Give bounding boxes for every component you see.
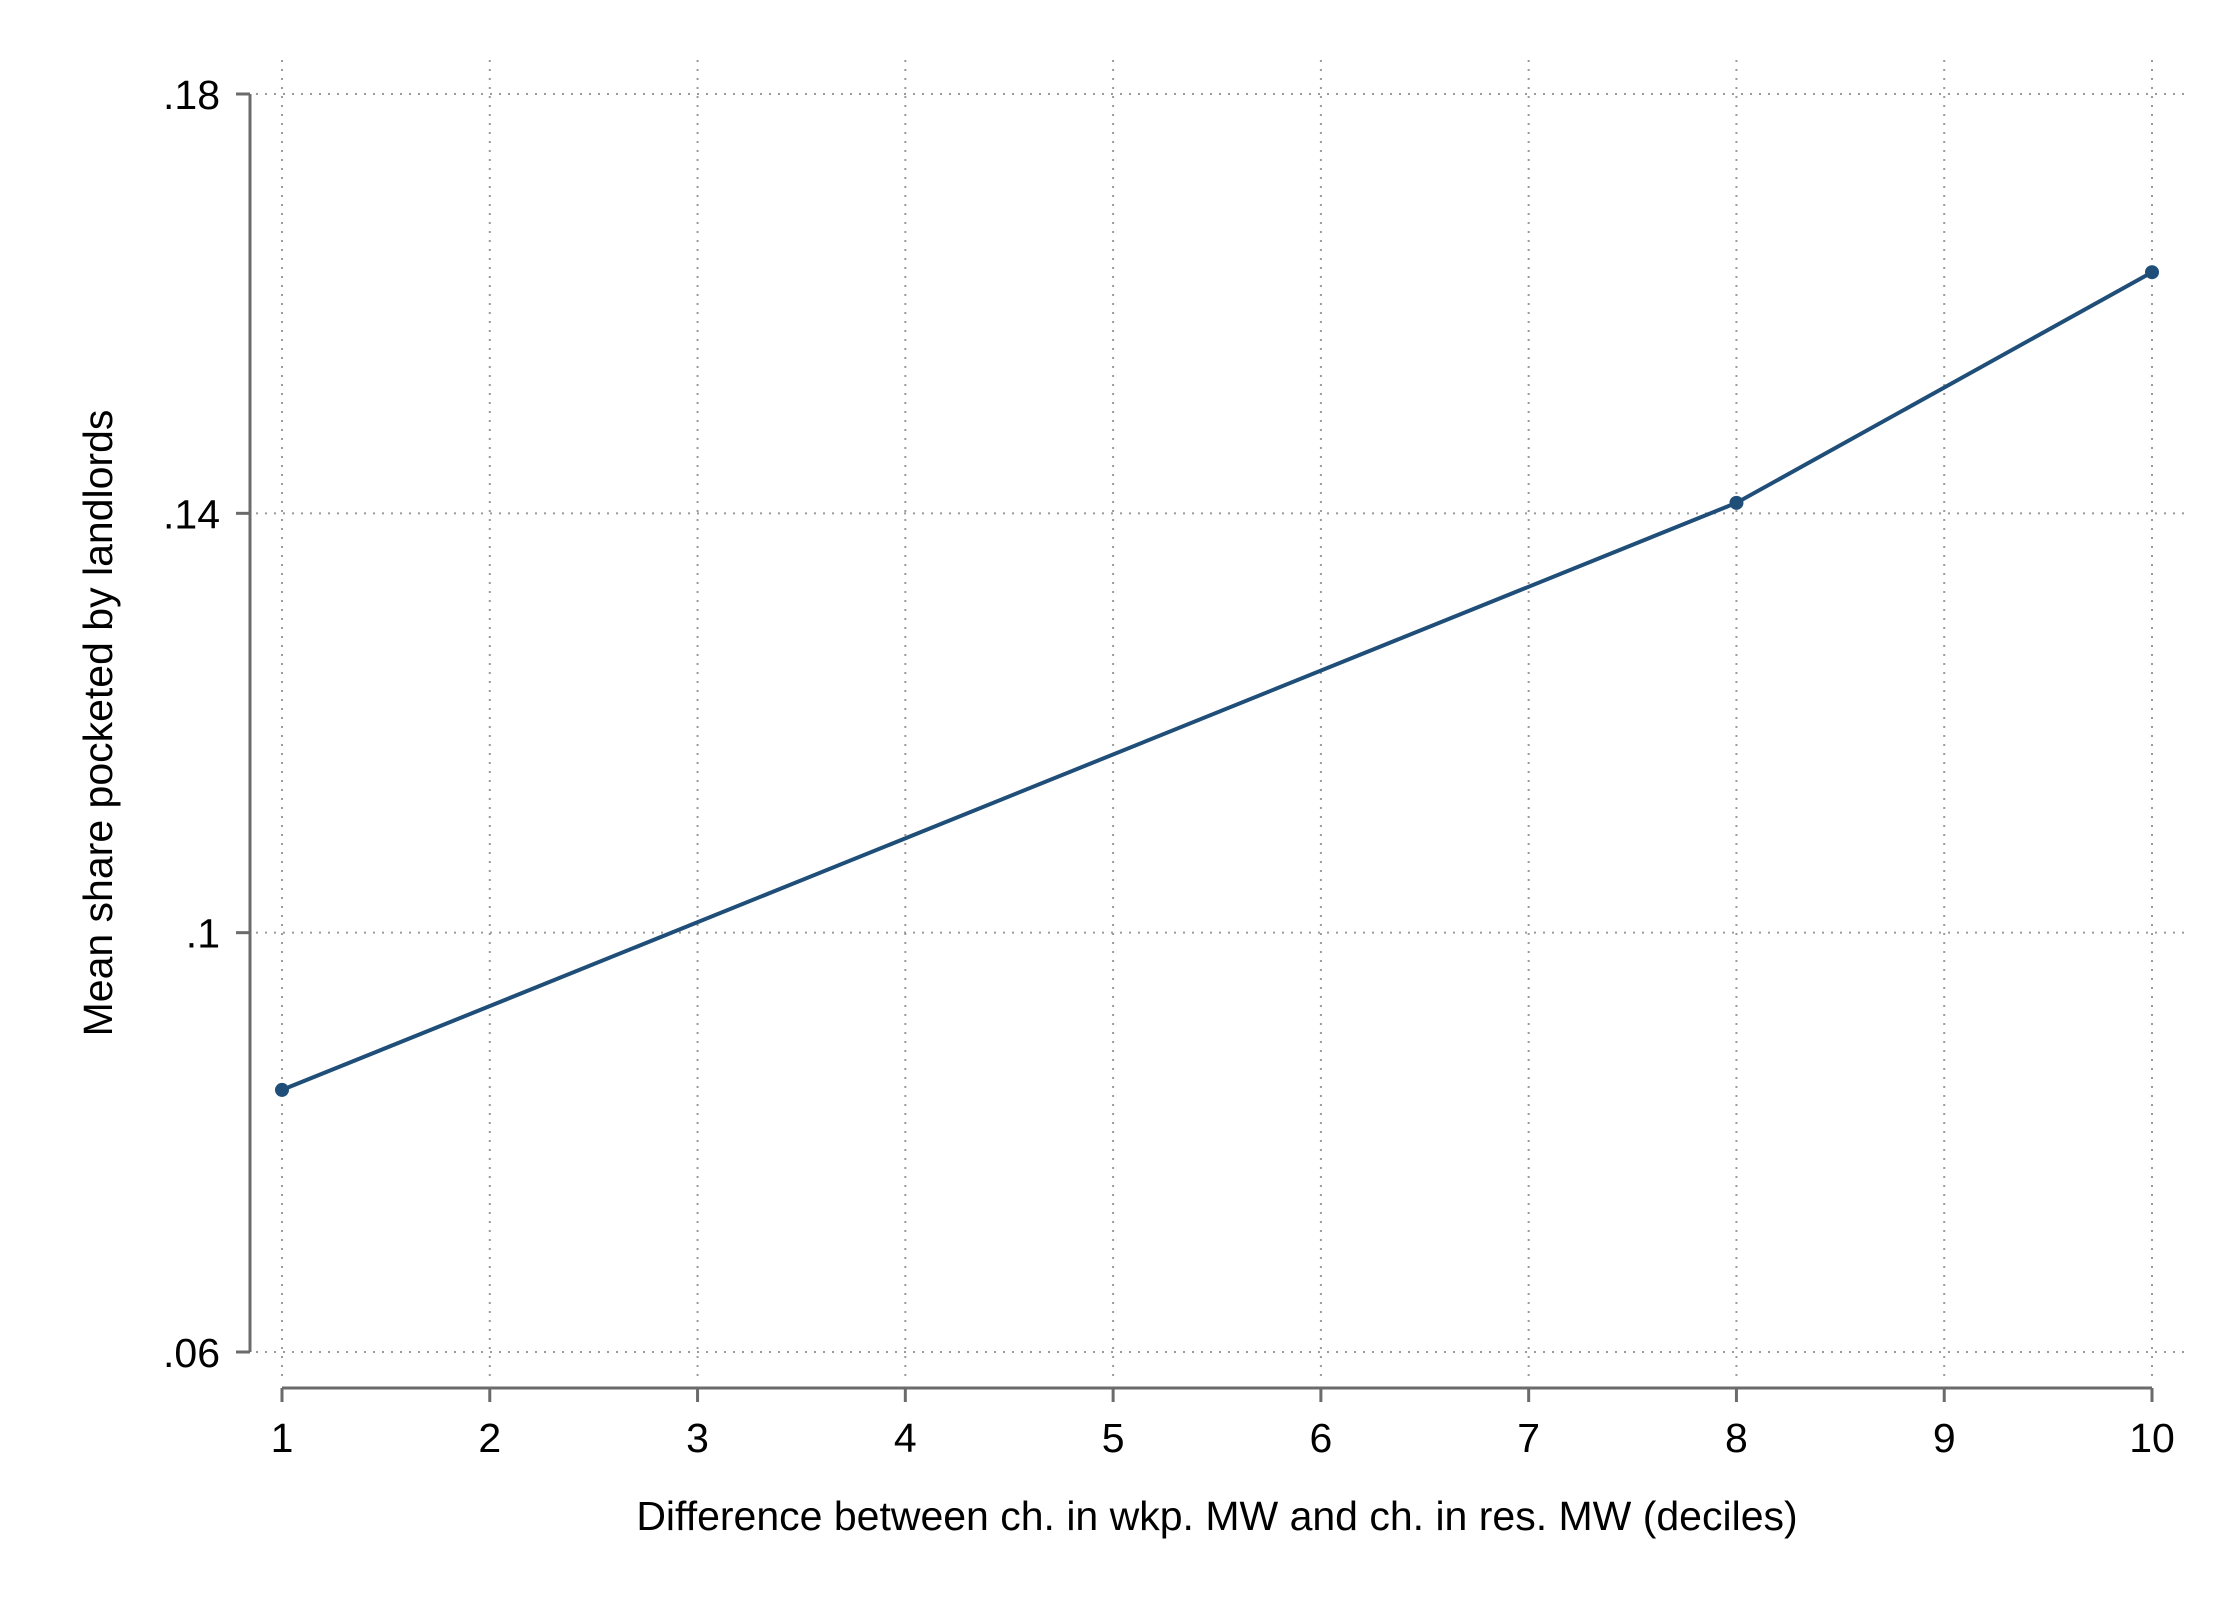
x-tick-label: 4 [894,1415,917,1461]
y-tick-label: .1 [186,911,220,957]
y-tick-label: .14 [163,491,220,537]
x-tick-label: 3 [686,1415,709,1461]
y-tick-label: .18 [163,72,220,118]
x-tick-label: 6 [1309,1415,1332,1461]
y-tick-label: .06 [163,1330,220,1376]
axes [248,94,2152,1390]
data-point [275,1082,289,1097]
x-tick-label: 5 [1102,1415,1125,1461]
x-tick-label: 9 [1933,1415,1956,1461]
y-axis-ticks: .06 .1 .14 .18 [163,72,250,1376]
y-axis-title: Mean share pocketed by landlords [75,410,121,1037]
x-tick-label: 10 [2129,1415,2175,1461]
x-tick-label: 8 [1725,1415,1748,1461]
gridlines [256,60,2190,1382]
x-axis-ticks: 1 2 3 4 5 6 7 8 9 10 [271,1388,2175,1461]
data-point [2145,265,2159,280]
series-line [281,270,2153,1092]
x-axis-title: Difference between ch. in wkp. MW and ch… [636,1493,1797,1539]
data-point [1729,495,1744,510]
data-series [275,265,2159,1097]
x-tick-label: 2 [478,1415,501,1461]
x-tick-label: 7 [1517,1415,1540,1461]
x-tick-label: 1 [271,1415,294,1461]
